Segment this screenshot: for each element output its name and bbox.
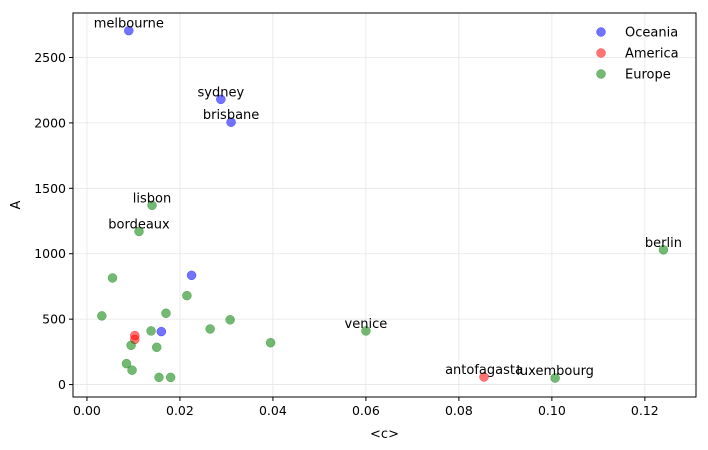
- data-point-europe: [97, 311, 107, 321]
- y-tick-label: 0: [58, 377, 66, 392]
- point-label-venice: venice: [345, 317, 388, 332]
- y-tick-label: 2500: [34, 50, 66, 65]
- data-point-europe: [121, 358, 132, 369]
- point-label-antofagasta: antofagasta: [445, 363, 523, 378]
- data-point-europe: [134, 226, 144, 237]
- data-point-europe: [154, 372, 164, 383]
- data-point-oceania: [226, 117, 236, 127]
- data-point-europe: [146, 326, 156, 336]
- legend-marker-oceania: [596, 27, 606, 37]
- y-tick-label: 2000: [34, 115, 66, 130]
- data-point-europe: [550, 373, 560, 383]
- data-point-europe: [182, 290, 192, 301]
- plot-area-frame: [72, 12, 697, 398]
- data-point-europe: [225, 315, 235, 325]
- data-point-oceania: [124, 25, 134, 36]
- y-tick-label: 1000: [34, 246, 66, 261]
- grid-lines: [73, 13, 696, 397]
- x-tick-label: 0.12: [631, 403, 659, 418]
- point-label-lisbon: lisbon: [133, 191, 171, 206]
- data-point-europe: [265, 337, 276, 348]
- data-point-europe: [161, 308, 171, 319]
- y-tick-label: 1500: [34, 181, 66, 196]
- data-point-oceania: [216, 94, 226, 105]
- data-point-europe: [107, 273, 118, 283]
- legend-label-oceania: Oceania: [625, 26, 678, 41]
- data-point-europe: [151, 342, 162, 353]
- data-point-america: [479, 372, 489, 382]
- data-points: [97, 25, 669, 383]
- data-point-europe: [126, 340, 136, 351]
- data-point-europe: [147, 200, 157, 211]
- point-label-melbourne: melbourne: [94, 17, 164, 32]
- x-tick-label: 0.06: [352, 403, 380, 418]
- point-label-sydney: sydney: [198, 85, 245, 100]
- legend-marker-america: [596, 48, 606, 58]
- x-tick-label: 0.08: [445, 403, 473, 418]
- x-axis-label: <c>: [370, 427, 399, 442]
- point-label-brisbane: brisbane: [203, 108, 259, 123]
- legend-label-europe: Europe: [625, 68, 671, 83]
- data-point-oceania: [186, 270, 197, 281]
- x-tick-label: 0.04: [259, 403, 287, 418]
- data-point-europe: [658, 245, 669, 255]
- data-point-europe: [205, 324, 215, 334]
- legend-marker-europe: [596, 69, 606, 79]
- data-point-europe: [361, 326, 371, 336]
- data-point-europe: [165, 372, 176, 383]
- x-tick-label: 0.02: [166, 403, 194, 418]
- point-labels: melbourne sydney brisbane antofagasta lisbon…: [94, 17, 682, 379]
- y-tick-label: 500: [42, 312, 66, 327]
- x-tick-label: 0.00: [73, 403, 101, 418]
- data-point-europe: [127, 365, 137, 375]
- x-tick-label: 0.10: [538, 403, 566, 418]
- point-label-bordeaux: bordeaux: [108, 217, 170, 232]
- y-axis-label: A: [9, 200, 24, 209]
- point-label-berlin: berlin: [645, 236, 682, 251]
- axis-ticks: 0.00 0.02 0.04 0.06 0.08 0.10 0.12 0 500 1000 1500…: [34, 50, 659, 418]
- legend-label-america: America: [625, 47, 679, 62]
- legend: Oceania America Europe: [596, 26, 679, 83]
- point-label-luxembourg: luxembourg: [516, 364, 594, 379]
- data-point-oceania: [156, 326, 167, 337]
